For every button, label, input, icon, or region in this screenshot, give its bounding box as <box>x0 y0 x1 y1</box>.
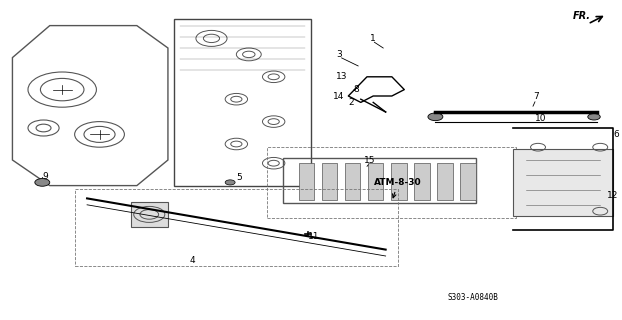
FancyBboxPatch shape <box>513 149 613 216</box>
FancyBboxPatch shape <box>414 163 430 200</box>
Text: 3: 3 <box>336 50 342 59</box>
Circle shape <box>428 113 443 121</box>
Text: 1: 1 <box>370 34 376 43</box>
FancyBboxPatch shape <box>391 163 407 200</box>
FancyBboxPatch shape <box>368 163 383 200</box>
Text: S303-A0840B: S303-A0840B <box>447 293 498 302</box>
Text: 12: 12 <box>607 191 618 200</box>
Text: 7: 7 <box>533 92 539 100</box>
Text: 13: 13 <box>337 72 348 81</box>
Text: 14: 14 <box>333 92 345 100</box>
FancyBboxPatch shape <box>299 163 314 200</box>
FancyBboxPatch shape <box>345 163 360 200</box>
Text: 4: 4 <box>190 256 196 265</box>
Text: 11: 11 <box>309 232 320 241</box>
Circle shape <box>35 179 50 186</box>
FancyBboxPatch shape <box>460 163 476 200</box>
Text: 15: 15 <box>364 156 376 164</box>
Circle shape <box>588 114 600 120</box>
FancyBboxPatch shape <box>437 163 453 200</box>
FancyBboxPatch shape <box>131 202 168 227</box>
Text: 2: 2 <box>348 98 355 107</box>
Text: FR.: FR. <box>573 11 591 21</box>
Circle shape <box>225 180 235 185</box>
Text: 6: 6 <box>613 130 619 139</box>
Text: 9: 9 <box>42 172 49 180</box>
Text: ATM-8-30: ATM-8-30 <box>374 178 422 198</box>
Text: 8: 8 <box>353 85 359 94</box>
Text: 5: 5 <box>236 173 243 182</box>
FancyBboxPatch shape <box>322 163 337 200</box>
Text: 10: 10 <box>536 114 547 123</box>
